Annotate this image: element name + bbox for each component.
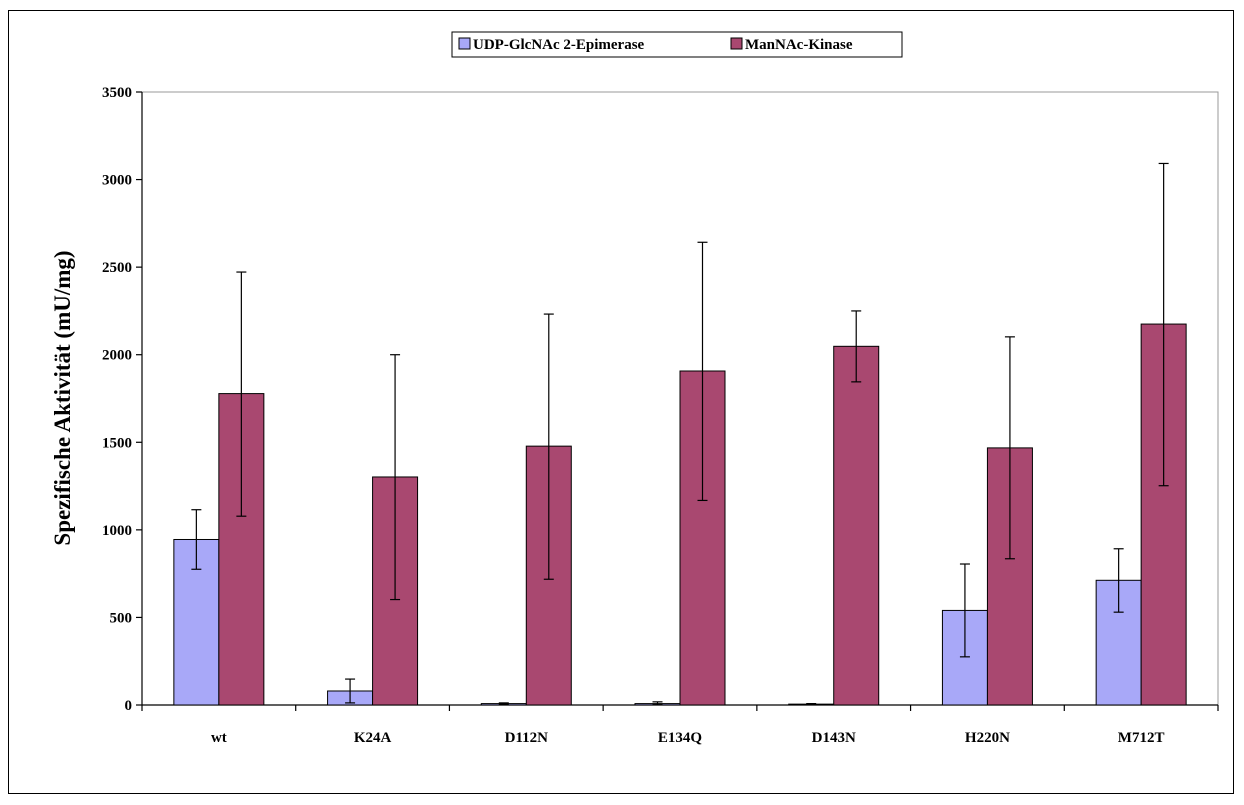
x-tick-label: K24A xyxy=(354,730,392,746)
x-tick-label: wt xyxy=(211,730,227,746)
x-tick-label: M712T xyxy=(1118,730,1165,746)
x-tick-label: H220N xyxy=(965,730,1010,746)
y-tick-label: 2000 xyxy=(102,348,132,364)
legend-label-epimerase: UDP-GlcNAc 2-Epimerase xyxy=(473,37,645,53)
x-tick-label: E134Q xyxy=(658,730,703,746)
legend-box xyxy=(451,31,903,58)
bar-kinase xyxy=(833,345,880,706)
bars xyxy=(173,323,1187,706)
y-tick-label: 500 xyxy=(110,610,133,626)
error-bars xyxy=(191,162,1169,706)
legend-label-kinase: ManNAc-Kinase xyxy=(745,37,853,53)
y-tick-label: 1500 xyxy=(102,435,132,451)
axes: 0 500 1000 1500 2000 2500 3000 3500 wt K24A D112N E… xyxy=(102,85,1219,746)
legend-swatch-kinase xyxy=(730,37,743,50)
y-tick-label: 3000 xyxy=(102,173,132,189)
y-tick-label: 1000 xyxy=(102,523,132,539)
legend-swatch-epimerase xyxy=(458,37,471,50)
x-tick-label: D112N xyxy=(505,730,549,746)
legend: UDP-GlcNAc 2-Epimerase ManNAc-Kinase xyxy=(451,31,903,58)
y-tick-label: 2500 xyxy=(102,260,132,276)
x-tick-label: D143N xyxy=(812,730,856,746)
y-axis-title: Spezifische Aktivität (mU/mg) xyxy=(50,250,75,545)
y-tick-label: 0 xyxy=(125,698,133,714)
y-tick-label: 3500 xyxy=(102,85,132,101)
